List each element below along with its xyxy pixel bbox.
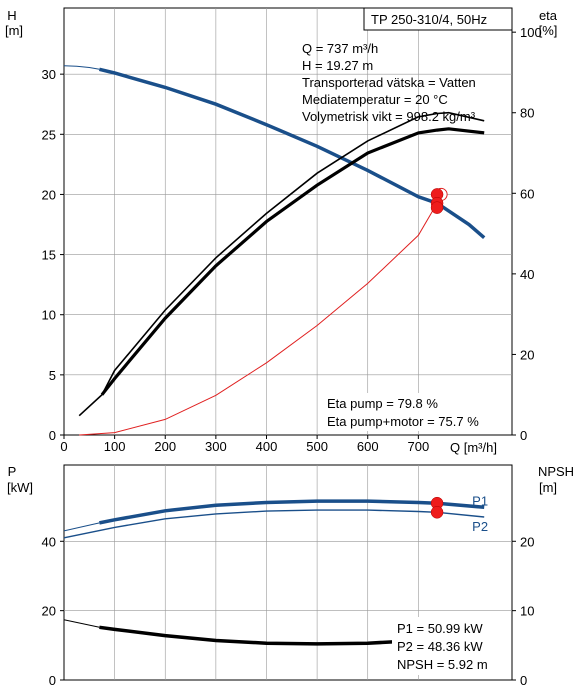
p1-curve: [99, 499, 485, 525]
system-curve: [79, 202, 438, 436]
upper-y-tick-label: 10: [42, 308, 56, 323]
npsh-curve-thin: [63, 619, 100, 628]
upper-x-tick-label: 0: [60, 439, 67, 454]
info-line: H = 19.27 m: [302, 58, 373, 73]
upper-x-tick-label: 200: [154, 439, 176, 454]
upper-y2-tick-label: 100: [520, 25, 542, 40]
upper-y-tick-label: 0: [49, 428, 56, 443]
upper-y-axis-unit: [m]: [5, 23, 23, 38]
lower-y-axis-unit: [kW]: [7, 480, 33, 495]
info-line: Transporterad vätska = Vatten: [302, 75, 476, 90]
upper-x-tick-label: 600: [357, 439, 379, 454]
eta-pump-curve: [78, 111, 485, 417]
upper-y-tick-label: 15: [42, 248, 56, 263]
lower-y-tick-label: 20: [42, 604, 56, 619]
eta-info-line: Eta pump+motor = 75.7 %: [327, 414, 479, 429]
power-info-line: P1 = 50.99 kW: [397, 621, 483, 636]
power-info-line: P2 = 48.36 kW: [397, 639, 483, 654]
upper-y2-tick-label: 60: [520, 186, 534, 201]
upper-y-tick-label: 25: [42, 127, 56, 142]
lower-y-axis-label: P: [8, 464, 17, 479]
duty-point-marker: [430, 201, 444, 214]
upper-y-tick-label: 5: [49, 368, 56, 383]
lower-y2-axis-unit: [m]: [539, 480, 557, 495]
lower-y2-tick-label: 0: [520, 673, 527, 688]
upper-x-tick-label: 300: [205, 439, 227, 454]
upper-x-tick-label: 500: [306, 439, 328, 454]
power-info-bg: [392, 617, 507, 675]
upper-y2-axis-unit: [%]: [539, 23, 558, 38]
upper-plot-frame: [63, 7, 513, 436]
power-marker: [430, 506, 444, 519]
lower-y-tick-label: 40: [42, 534, 56, 549]
lower-y2-tick-label: 20: [520, 534, 534, 549]
upper-x-tick-label: 700: [407, 439, 429, 454]
title-box: [363, 7, 513, 31]
info-line: Volymetrisk vikt = 998.2 kg/m³: [302, 109, 476, 124]
head-curve-thin: [63, 65, 100, 70]
upper-y2-tick-label: 40: [520, 267, 534, 282]
info-line: Mediatemperatur = 20 °C: [302, 92, 448, 107]
lower-y2-axis-label: NPSH: [538, 464, 574, 479]
upper-y-tick-label: 20: [42, 187, 56, 202]
lower-y2-tick-label: 10: [520, 604, 534, 619]
lower-y-tick-label: 0: [49, 673, 56, 688]
p2-series-label: P2: [472, 519, 488, 534]
x-label-bg: [448, 440, 506, 456]
eta-pump-motor-curve: [100, 127, 485, 396]
upper-y-axis-label: H: [7, 8, 16, 23]
eta-info-line: Eta pump = 79.8 %: [327, 396, 438, 411]
upper-y2-tick-label: 0: [520, 428, 527, 443]
power-info-line: NPSH = 5.92 m: [397, 657, 488, 672]
upper-x-tick-label: 400: [256, 439, 278, 454]
upper-y2-tick-label: 20: [520, 347, 534, 362]
upper-x-tick-label: 100: [104, 439, 126, 454]
upper-y2-axis-label: eta: [539, 8, 558, 23]
chart-title: TP 250-310/4, 50Hz: [371, 12, 487, 27]
eta-info-bg: [322, 393, 507, 431]
upper-y2-tick-label: 80: [520, 106, 534, 121]
head-curve: [98, 67, 486, 240]
x-axis-label: Q [m³/h]: [450, 440, 497, 455]
info-line: Q = 737 m³/h: [302, 41, 378, 56]
p2-curve: [63, 509, 485, 539]
upper-y-tick-label: 30: [42, 67, 56, 82]
p1-curve-thin: [63, 522, 100, 532]
p1-series-label: P1: [472, 493, 488, 508]
